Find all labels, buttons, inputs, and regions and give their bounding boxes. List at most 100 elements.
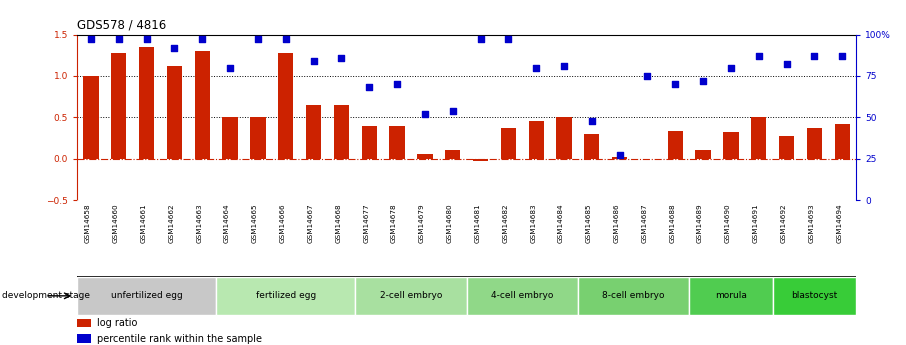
Bar [806,128,822,159]
Bar [417,154,432,159]
Text: GSM14680: GSM14680 [447,203,453,243]
Bar [83,76,99,159]
Text: 2-cell embryo: 2-cell embryo [380,291,442,300]
Text: GSM14689: GSM14689 [697,203,703,243]
Text: GSM14668: GSM14668 [335,203,342,243]
Bar [528,121,544,159]
Text: GSM14678: GSM14678 [391,203,397,243]
Point [641,73,655,79]
Point [696,78,710,83]
Bar [696,150,711,159]
Text: GSM14687: GSM14687 [641,203,648,243]
Point [390,81,404,87]
Point [584,118,599,124]
Point [278,37,293,42]
Bar [584,134,600,159]
Bar [668,131,683,159]
Bar [77,277,217,315]
Point [473,37,487,42]
Bar [578,277,689,315]
Text: GSM14688: GSM14688 [670,203,675,243]
Text: GDS578 / 4816: GDS578 / 4816 [77,18,167,31]
Point [751,53,766,59]
Text: morula: morula [715,291,747,300]
Bar [355,277,467,315]
Point [807,53,822,59]
Bar [77,319,91,327]
Point [724,65,738,70]
Text: GSM14686: GSM14686 [613,203,620,243]
Text: GSM14665: GSM14665 [252,203,258,243]
Text: GSM14677: GSM14677 [363,203,370,243]
Text: development stage: development stage [2,291,90,300]
Bar [390,126,405,159]
Bar [195,51,210,159]
Text: 8-cell embryo: 8-cell embryo [602,291,665,300]
Point [501,37,516,42]
Bar [723,132,738,159]
Bar [333,105,349,159]
Text: unfertilized egg: unfertilized egg [111,291,182,300]
Bar [501,128,516,159]
Text: GSM14682: GSM14682 [502,203,508,243]
Point [140,37,154,42]
Text: GSM14692: GSM14692 [781,203,786,243]
Point [668,81,682,87]
Text: GSM14693: GSM14693 [808,203,814,243]
Bar [250,117,265,159]
Text: GSM14681: GSM14681 [475,203,480,243]
Text: GSM14660: GSM14660 [112,203,119,243]
Bar [278,53,294,159]
Text: GSM14658: GSM14658 [85,203,91,243]
Text: GSM14683: GSM14683 [530,203,536,243]
Bar [306,105,322,159]
Point [361,85,377,90]
Bar [779,136,795,159]
Text: GSM14685: GSM14685 [586,203,592,243]
Point [223,65,237,70]
Point [556,63,571,69]
Text: percentile rank within the sample: percentile rank within the sample [97,334,262,344]
Point [835,53,850,59]
Text: GSM14661: GSM14661 [140,203,147,243]
Bar [361,126,377,159]
Bar [473,159,488,161]
Text: GSM14679: GSM14679 [419,203,425,243]
Bar [834,124,850,159]
Bar [167,66,182,159]
Bar [111,53,127,159]
Bar [773,277,856,315]
Bar [139,47,154,159]
Bar [222,117,237,159]
Point [195,37,209,42]
Point [418,111,432,117]
Bar [217,277,355,315]
Point [612,152,627,158]
Text: GSM14666: GSM14666 [280,203,285,243]
Point [334,55,349,60]
Bar [612,157,627,159]
Text: GSM14667: GSM14667 [307,203,313,243]
Text: GSM14694: GSM14694 [836,203,843,243]
Text: GSM14663: GSM14663 [197,203,202,243]
Text: fertilized egg: fertilized egg [255,291,316,300]
Point [167,45,181,50]
Point [306,58,321,64]
Bar [556,117,572,159]
Point [251,37,265,42]
Bar [445,150,460,159]
Text: GSM14684: GSM14684 [558,203,564,243]
Point [83,37,98,42]
Text: GSM14662: GSM14662 [169,203,174,243]
Bar [751,117,766,159]
Point [446,108,460,114]
Text: log ratio: log ratio [97,318,138,328]
Point [111,37,126,42]
Bar [467,277,578,315]
Text: GSM14691: GSM14691 [753,203,758,243]
Text: GSM14664: GSM14664 [224,203,230,243]
Point [529,65,544,70]
Bar [689,277,773,315]
Text: GSM14690: GSM14690 [725,203,731,243]
Bar [77,334,91,343]
